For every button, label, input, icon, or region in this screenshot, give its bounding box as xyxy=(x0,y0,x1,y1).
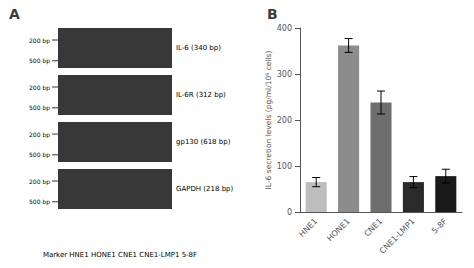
svg-text:200 bp: 200 bp xyxy=(29,37,50,45)
svg-text:300: 300 xyxy=(277,70,292,79)
svg-text:400: 400 xyxy=(277,24,292,33)
svg-text:CNE1: CNE1 xyxy=(362,217,384,239)
svg-text:HONE1: HONE1 xyxy=(325,217,351,243)
svg-text:Marker HNE1 HONE1 CNE1 CNE1-LM: Marker HNE1 HONE1 CNE1 CNE1-LMP1 5-8F xyxy=(43,251,197,259)
svg-text:200: 200 xyxy=(277,116,292,125)
svg-text:100: 100 xyxy=(277,162,292,171)
svg-text:GAPDH (218 bp): GAPDH (218 bp) xyxy=(176,185,234,193)
svg-text:200 bp: 200 bp xyxy=(29,131,50,139)
svg-text:IL-6 secretion levels (pg/ml/1: IL-6 secretion levels (pg/ml/10⁶ cells) xyxy=(264,51,273,190)
svg-text:HNE1: HNE1 xyxy=(297,217,319,239)
svg-text:IL-6R (312 bp): IL-6R (312 bp) xyxy=(176,91,226,99)
svg-text:200 bp: 200 bp xyxy=(29,178,50,186)
svg-text:200 bp: 200 bp xyxy=(29,84,50,92)
svg-text:500 bp: 500 bp xyxy=(29,151,50,159)
svg-text:CNE1-LMP1: CNE1-LMP1 xyxy=(378,217,417,256)
svg-text:500 bp: 500 bp xyxy=(29,104,50,112)
svg-text:500 bp: 500 bp xyxy=(29,198,50,206)
svg-text:0: 0 xyxy=(287,208,292,217)
svg-text:500 bp: 500 bp xyxy=(29,57,50,65)
svg-text:IL-6 (340 bp): IL-6 (340 bp) xyxy=(176,44,221,52)
svg-text:B: B xyxy=(267,6,278,22)
svg-text:A: A xyxy=(9,6,20,22)
svg-text:gp130 (618 bp): gp130 (618 bp) xyxy=(176,138,231,146)
svg-text:5-8F: 5-8F xyxy=(430,217,449,236)
